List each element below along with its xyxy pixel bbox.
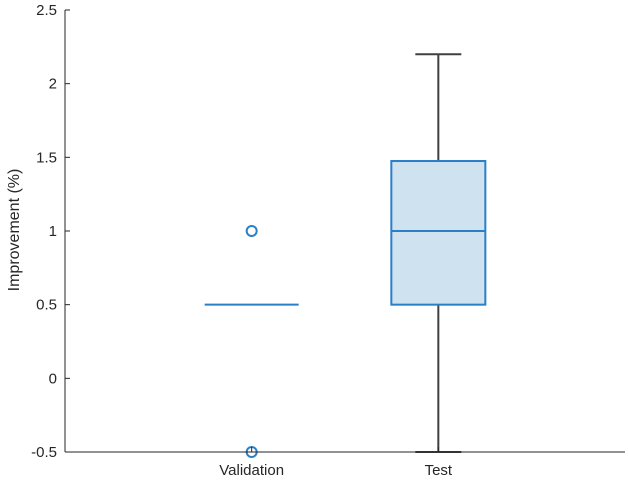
box-body (390, 160, 487, 306)
y-tick-label: 2.5 (36, 2, 57, 19)
box-group-test (390, 53, 487, 453)
box-group-validation (204, 225, 299, 458)
plot-area (204, 53, 487, 458)
y-tick-label: 1 (49, 223, 57, 240)
y-tick-label: -0.5 (31, 444, 57, 461)
y-axis-label: Improvement (%) (6, 169, 23, 292)
y-tick-label: 1.5 (36, 149, 57, 166)
outlier-point (245, 225, 258, 237)
x-tick-label: Test (425, 462, 453, 479)
y-tick-label: 0 (49, 370, 57, 387)
x-tick-label: Validation (219, 462, 284, 479)
y-tick-label: 2 (49, 76, 57, 93)
axes: -0.5 0 0.5 1 1.5 2 2.5 Validation Test (31, 2, 625, 479)
y-tick-label: 0.5 (36, 297, 57, 314)
